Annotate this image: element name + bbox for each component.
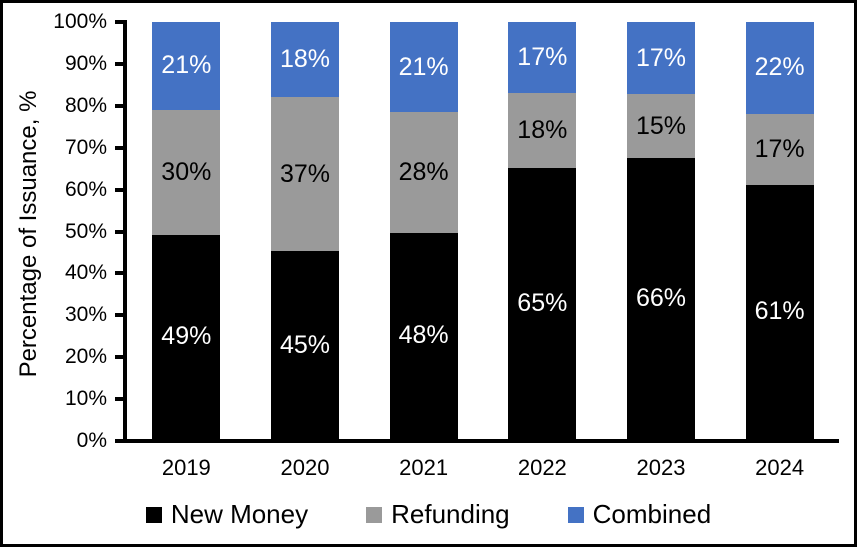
- y-tick-label: 90%: [64, 51, 107, 75]
- y-tick-mark: [115, 103, 125, 108]
- bar-segment-refunding: 37%: [271, 97, 339, 252]
- bar-segment-value: 66%: [635, 284, 687, 313]
- bar-segment-new-money: 49%: [152, 234, 221, 439]
- legend-item-new-money: New Money: [145, 499, 309, 530]
- y-tick-label: 10%: [64, 387, 107, 411]
- y-tick-mark: [115, 313, 125, 318]
- y-tick-label: 70%: [64, 135, 107, 159]
- bar-segment-combined: 21%: [389, 22, 458, 113]
- y-tick-mark: [115, 187, 125, 192]
- x-tick-label-2019: 2019: [161, 455, 211, 480]
- y-tick-mark: [115, 397, 125, 402]
- bar-segment-value: 18%: [279, 45, 331, 74]
- legend-label: Refunding: [391, 499, 510, 529]
- y-tick-mark: [115, 439, 125, 443]
- legend-label: Combined: [592, 499, 712, 529]
- bar-segment-combined: 21%: [152, 22, 221, 110]
- bar-segment-new-money: 65%: [508, 167, 577, 439]
- legend-item-refunding: Refunding: [366, 499, 510, 530]
- bar-segment-value: 17%: [754, 134, 805, 163]
- x-tick-label-2024: 2024: [755, 455, 805, 480]
- bar-2019: 49% 30% 21%: [152, 22, 221, 439]
- x-tick-label-2021: 2021: [399, 455, 449, 480]
- bar-segment-refunding: 18%: [508, 92, 577, 168]
- bar-segment-value: 30%: [161, 157, 212, 186]
- bar-2023: 66% 15% 17%: [627, 22, 695, 439]
- y-tick-mark: [115, 355, 125, 360]
- bar-segment-value: 17%: [635, 43, 687, 72]
- y-tick-mark: [115, 229, 125, 234]
- y-tick-mark: [115, 20, 125, 24]
- y-tick-label: 100%: [53, 10, 107, 33]
- y-tick-label: 50%: [64, 219, 107, 243]
- bar-segment-combined: 17%: [508, 22, 577, 93]
- x-axis-line: [123, 439, 839, 443]
- bar-segment-value: 21%: [161, 51, 212, 80]
- bar-segment-refunding: 28%: [389, 112, 458, 233]
- legend-label: New Money: [170, 499, 309, 529]
- bar-segment-new-money: 48%: [389, 232, 458, 439]
- y-tick-label: 60%: [64, 177, 107, 201]
- bar-2021: 48% 28% 21%: [389, 22, 458, 439]
- y-tick-mark: [115, 145, 125, 150]
- y-tick-label: 30%: [64, 303, 107, 327]
- bar-segment-refunding: 15%: [627, 94, 695, 159]
- bar-segment-value: 48%: [398, 321, 449, 350]
- bar-segment-combined: 17%: [627, 22, 695, 95]
- bar-2022: 65% 18% 17%: [508, 22, 577, 439]
- bar-segment-value: 22%: [754, 53, 805, 82]
- x-tick-label-2020: 2020: [280, 455, 330, 480]
- y-tick-label: 20%: [64, 345, 107, 369]
- bar-segment-new-money: 45%: [271, 251, 339, 439]
- bar-segment-value: 18%: [517, 115, 568, 144]
- x-tick-label-2022: 2022: [517, 455, 567, 480]
- bar-segment-value: 61%: [754, 297, 805, 326]
- bar-segment-value: 45%: [279, 330, 331, 359]
- legend-swatch-icon: [567, 506, 584, 523]
- bar-2020: 45% 37% 18%: [271, 22, 339, 439]
- legend-item-combined: Combined: [567, 499, 712, 530]
- y-tick-label: 80%: [64, 93, 107, 117]
- y-tick-label: 40%: [64, 261, 107, 285]
- y-tick-mark: [115, 271, 125, 276]
- bar-segment-combined: 18%: [271, 22, 339, 98]
- bar-segment-value: 37%: [279, 159, 331, 188]
- bar-segment-value: 15%: [635, 111, 687, 140]
- bar-segment-value: 49%: [161, 322, 212, 351]
- y-axis-line: [123, 20, 127, 443]
- x-tick-label-2023: 2023: [636, 455, 686, 480]
- bar-segment-value: 28%: [398, 157, 449, 186]
- legend-swatch-icon: [366, 506, 383, 523]
- bar-segment-refunding: 30%: [152, 109, 221, 235]
- bar-segment-new-money: 61%: [745, 184, 814, 439]
- legend-swatch-icon: [145, 506, 162, 523]
- bar-segment-value: 65%: [517, 288, 568, 317]
- bar-segment-value: 21%: [398, 52, 449, 81]
- y-tick-label: 0%: [76, 429, 107, 452]
- bar-segment-new-money: 66%: [627, 158, 695, 439]
- bar-segment-value: 17%: [517, 42, 568, 71]
- plot-area: 49% 30% 21% 45% 37% 18% 48% 28% 21% 65% 18% 17% 66% 1…: [127, 22, 839, 439]
- y-tick-mark: [115, 61, 125, 66]
- bar-2024: 61% 17% 22%: [745, 22, 814, 439]
- bar-segment-combined: 22%: [745, 22, 814, 114]
- legend: New Money Refunding Combined: [3, 499, 854, 530]
- bar-segment-refunding: 17%: [745, 113, 814, 185]
